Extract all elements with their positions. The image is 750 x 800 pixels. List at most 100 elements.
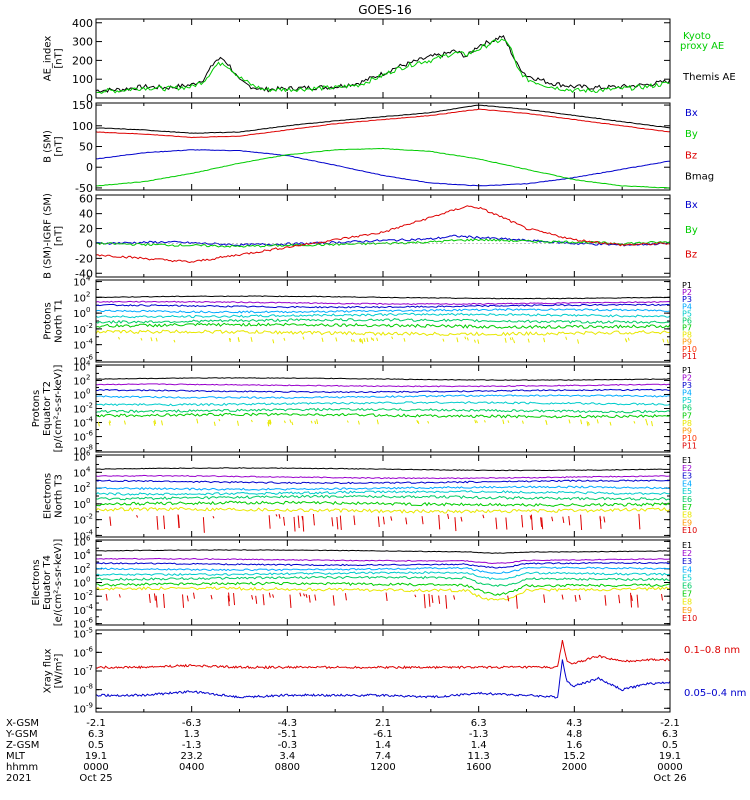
noise-mark bbox=[283, 420, 286, 424]
y-tick-label: 10 bbox=[73, 686, 86, 697]
series-flux bbox=[95, 639, 670, 670]
noise-mark bbox=[109, 516, 112, 526]
noise-mark bbox=[237, 337, 240, 343]
y-tick-label: 200 bbox=[72, 54, 93, 67]
noise-mark bbox=[543, 337, 546, 343]
ephemeris-cell: 0000 bbox=[657, 762, 682, 773]
y-tick-label: 10 bbox=[73, 606, 86, 617]
noise-mark bbox=[283, 337, 286, 341]
noise-mark bbox=[335, 337, 338, 342]
y-axis-label-line: B (SM) bbox=[43, 130, 54, 163]
ephemeris-cell: 6.3 bbox=[662, 729, 678, 740]
legend-label: E7 bbox=[682, 590, 692, 599]
series-channel-2 bbox=[95, 557, 671, 565]
noise-mark bbox=[213, 421, 216, 426]
ephemeris-cell: 6.3 bbox=[471, 718, 487, 729]
noise-mark bbox=[505, 517, 508, 530]
noise-mark bbox=[301, 515, 304, 521]
y-tick-label: 0 bbox=[86, 237, 93, 250]
legend-label: E4 bbox=[682, 565, 692, 574]
noise-mark bbox=[427, 420, 430, 424]
noise-mark bbox=[344, 593, 347, 601]
noise-mark bbox=[447, 513, 450, 519]
ephemeris-cell: 2000 bbox=[562, 762, 587, 773]
legend-label: P2 bbox=[682, 374, 692, 383]
noise-mark bbox=[603, 516, 606, 523]
y-axis-label-2: B (SM)-IGRF (SM)[nT] bbox=[43, 193, 65, 279]
noise-mark bbox=[521, 420, 524, 424]
noise-mark bbox=[210, 594, 213, 600]
y-tick-label: 10 bbox=[73, 356, 86, 367]
legend-label: P3 bbox=[682, 381, 692, 390]
y-tick-exponent: -4 bbox=[86, 416, 94, 424]
y-tick-exponent: -4 bbox=[86, 603, 94, 611]
legend-label: P7 bbox=[682, 324, 692, 333]
series-channel-6 bbox=[95, 494, 671, 501]
noise-mark bbox=[202, 517, 205, 533]
y-axis-label-line: Xray flux bbox=[43, 649, 54, 694]
legend-label: E10 bbox=[682, 614, 697, 623]
noise-mark bbox=[302, 336, 305, 340]
noise-mark bbox=[382, 516, 385, 525]
series-channel-3 bbox=[95, 479, 671, 485]
ephemeris-cell: 0000 bbox=[83, 762, 108, 773]
y-tick-exponent: -2 bbox=[86, 402, 93, 410]
noise-mark bbox=[511, 337, 514, 341]
y-tick-label: 10 bbox=[73, 667, 86, 678]
legend-label: E6 bbox=[682, 582, 692, 591]
y-tick-label: -20 bbox=[75, 252, 93, 265]
ephemeris-cell: 15.2 bbox=[563, 751, 585, 762]
noise-mark bbox=[636, 594, 639, 608]
y-axis-label-line: B (SM)-IGRF (SM) bbox=[43, 193, 54, 279]
y-tick-label: 300 bbox=[72, 36, 93, 49]
noise-mark bbox=[482, 514, 485, 519]
noise-mark bbox=[233, 593, 236, 606]
ephemeris-cell: 1.4 bbox=[375, 740, 391, 751]
noise-mark bbox=[370, 337, 373, 341]
noise-mark bbox=[346, 420, 349, 423]
legend-label: P3 bbox=[682, 295, 692, 304]
series-channel-1 bbox=[95, 467, 671, 472]
series-kyoto-proxy-ae bbox=[95, 38, 671, 94]
y-axis-label-line: [nT] bbox=[54, 226, 65, 246]
series-channel-3 bbox=[95, 561, 671, 569]
y-tick-label: 100 bbox=[72, 120, 93, 133]
noise-mark bbox=[275, 514, 278, 517]
ephemeris-table: X-GSMY-GSMZ-GSMMLThhmm2021-2.16.30.519.1… bbox=[5, 718, 687, 784]
y-tick-label: 10 bbox=[73, 592, 86, 603]
ephemeris-row-label: MLT bbox=[6, 751, 26, 762]
noise-mark bbox=[428, 593, 431, 607]
series-channel-4 bbox=[95, 308, 671, 314]
series-channel-5 bbox=[95, 490, 671, 496]
noise-mark bbox=[297, 515, 300, 529]
noise-mark bbox=[421, 516, 424, 525]
noise-mark bbox=[359, 338, 362, 343]
noise-mark bbox=[515, 595, 518, 609]
noise-mark bbox=[618, 594, 621, 604]
y-axis-label-3: ProtonsNorth T1 bbox=[43, 299, 65, 343]
y-axis-label-line: [nT] bbox=[54, 136, 65, 156]
noise-mark bbox=[568, 515, 571, 526]
noise-mark bbox=[372, 338, 375, 342]
noise-mark bbox=[278, 514, 281, 519]
series-bmag bbox=[96, 104, 671, 134]
legend-label: E3 bbox=[682, 472, 692, 481]
noise-mark bbox=[314, 420, 317, 425]
noise-mark bbox=[314, 594, 317, 601]
noise-mark bbox=[267, 419, 270, 425]
ephemeris-cell: 3.4 bbox=[279, 751, 295, 762]
y-tick-label: 20 bbox=[79, 223, 93, 236]
noise-mark bbox=[442, 338, 445, 342]
series-channel-3 bbox=[96, 388, 670, 394]
y-tick-label: 10 bbox=[73, 362, 86, 373]
y-tick-label: 10 bbox=[73, 405, 86, 416]
noise-mark bbox=[662, 338, 665, 343]
noise-mark bbox=[540, 517, 543, 527]
y-tick-label: 0 bbox=[86, 92, 93, 105]
y-tick-label: 150 bbox=[72, 99, 93, 112]
noise-mark bbox=[376, 337, 379, 342]
y-tick-exponent: 2 bbox=[86, 481, 90, 489]
